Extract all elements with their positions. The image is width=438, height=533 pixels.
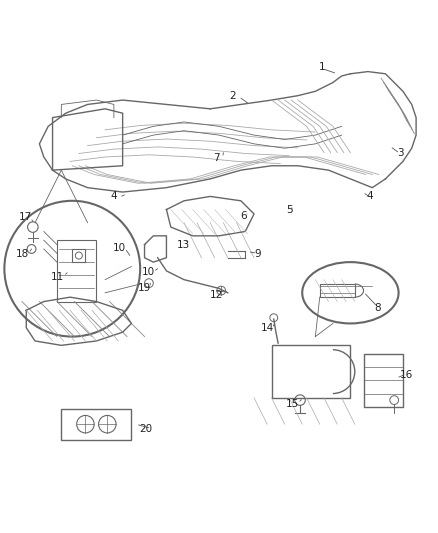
Text: 2: 2 xyxy=(229,91,236,101)
Text: 9: 9 xyxy=(254,249,261,259)
Text: 10: 10 xyxy=(141,266,155,277)
Text: 1: 1 xyxy=(318,62,325,72)
Text: 15: 15 xyxy=(286,399,299,409)
Text: 13: 13 xyxy=(177,240,190,249)
Text: 3: 3 xyxy=(397,148,404,158)
Text: 17: 17 xyxy=(19,213,32,222)
Text: 14: 14 xyxy=(261,323,274,333)
Text: 8: 8 xyxy=(374,303,381,313)
Text: 20: 20 xyxy=(140,424,153,433)
Text: 16: 16 xyxy=(400,370,413,380)
Text: 19: 19 xyxy=(138,284,151,293)
Text: 12: 12 xyxy=(210,290,223,300)
Text: 5: 5 xyxy=(286,205,293,215)
Text: 10: 10 xyxy=(113,243,126,253)
Text: 11: 11 xyxy=(50,272,64,282)
Text: 6: 6 xyxy=(240,211,247,221)
Text: 4: 4 xyxy=(110,191,117,201)
Text: 7: 7 xyxy=(213,153,220,163)
Text: 4: 4 xyxy=(367,191,374,201)
Text: 18: 18 xyxy=(16,249,29,259)
